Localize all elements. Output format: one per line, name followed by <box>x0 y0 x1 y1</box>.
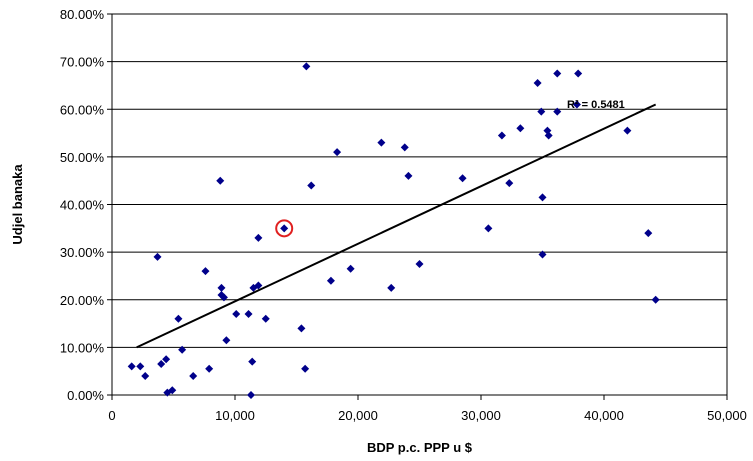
data-point <box>254 233 263 242</box>
data-point <box>387 283 396 292</box>
x-axis-ticks: 0 10,000 20,000 30,000 40,000 50,000 <box>108 395 747 423</box>
data-point <box>141 371 150 380</box>
data-point <box>153 252 162 261</box>
data-point <box>248 357 257 366</box>
data-point <box>497 131 506 140</box>
data-point <box>168 386 177 395</box>
data-point <box>516 124 525 133</box>
gridlines <box>112 13 727 396</box>
data-point <box>219 293 228 302</box>
data-point <box>572 100 581 109</box>
y-tick-label: 60.00% <box>60 102 105 117</box>
r-squared-label: R² = 0.5481 <box>567 99 625 111</box>
data-point <box>127 362 136 371</box>
y-axis-ticks: 0.00% 10.00% 20.00% 30.00% 40.00% 50.00% 60.00… <box>60 7 112 403</box>
y-tick-label: 0.00% <box>67 388 104 403</box>
data-point <box>174 314 183 323</box>
x-tick-label: 0 <box>108 408 115 423</box>
x-axis-title: BDP p.c. PPP u $ <box>367 440 473 455</box>
data-point <box>216 176 225 185</box>
data-point <box>505 179 514 188</box>
data-point <box>538 250 547 259</box>
y-axis-title: Udjel banaka <box>10 164 25 245</box>
y-tick-label: 30.00% <box>60 245 105 260</box>
data-point <box>302 62 311 71</box>
x-tick-label: 40,000 <box>584 408 624 423</box>
data-point <box>157 360 166 369</box>
data-point <box>205 364 214 373</box>
data-point <box>217 283 226 292</box>
data-point <box>307 181 316 190</box>
data-point <box>623 126 632 135</box>
data-point <box>377 138 386 147</box>
data-point <box>301 364 310 373</box>
data-point <box>544 131 553 140</box>
y-tick-label: 40.00% <box>60 198 105 213</box>
x-tick-label: 10,000 <box>215 408 255 423</box>
data-point <box>201 267 210 276</box>
data-point <box>553 69 562 78</box>
data-point <box>333 148 342 157</box>
data-point <box>261 314 270 323</box>
data-point <box>415 260 424 269</box>
data-point <box>651 295 660 304</box>
data-point <box>644 229 653 238</box>
data-point <box>189 371 198 380</box>
data-point <box>326 276 335 285</box>
y-tick-label: 80.00% <box>60 7 105 22</box>
data-point <box>404 171 413 180</box>
data-point <box>178 345 187 354</box>
y-tick-label: 70.00% <box>60 55 105 70</box>
data-point <box>574 69 583 78</box>
data-point <box>136 362 145 371</box>
data-point <box>537 107 546 116</box>
x-tick-label: 20,000 <box>338 408 378 423</box>
data-point <box>458 174 467 183</box>
data-point <box>533 79 542 88</box>
y-tick-label: 10.00% <box>60 340 105 355</box>
data-point <box>162 355 171 364</box>
data-points <box>127 62 660 399</box>
data-point <box>249 283 258 292</box>
y-tick-label: 20.00% <box>60 293 105 308</box>
data-point <box>297 324 306 333</box>
x-tick-label: 30,000 <box>461 408 501 423</box>
trendline <box>136 103 657 349</box>
data-point <box>280 224 289 233</box>
data-point <box>232 310 241 319</box>
highlight-circle <box>275 219 294 238</box>
data-point <box>484 224 493 233</box>
data-point <box>246 391 255 399</box>
data-point <box>222 336 231 345</box>
y-tick-label: 50.00% <box>60 150 105 165</box>
data-point <box>400 143 409 152</box>
data-point <box>553 107 562 116</box>
data-point <box>538 193 547 202</box>
data-point <box>244 310 253 319</box>
data-point <box>346 264 355 273</box>
x-tick-label: 50,000 <box>707 408 747 423</box>
data-point <box>254 281 263 290</box>
